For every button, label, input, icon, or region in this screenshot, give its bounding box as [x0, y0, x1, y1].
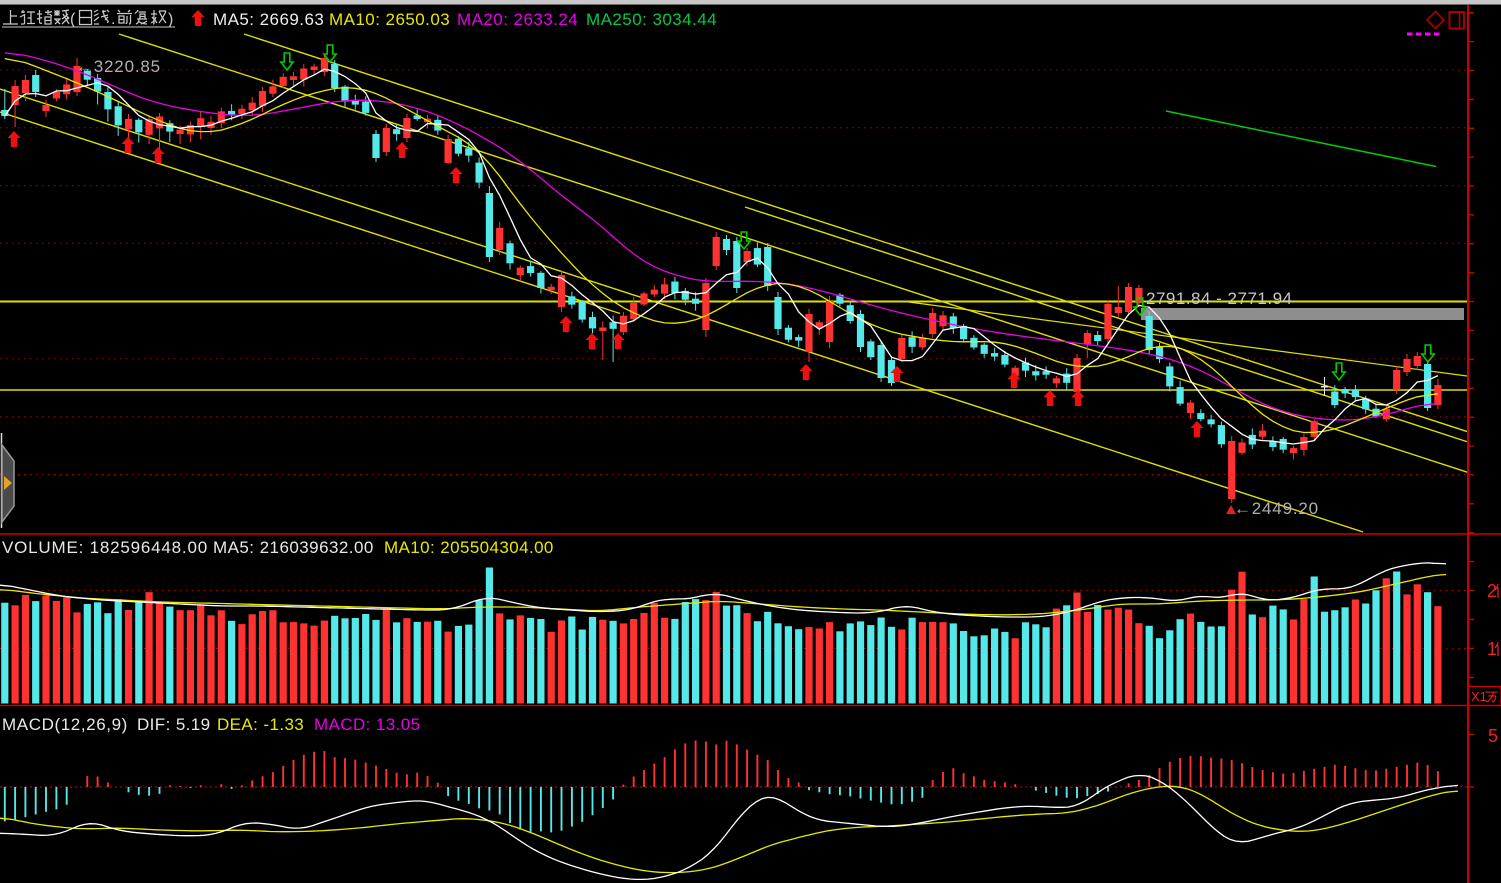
svg-text:2791.84 - 2771.94: 2791.84 - 2771.94	[1146, 289, 1293, 308]
svg-text:X1: X1	[1471, 689, 1487, 704]
svg-text:MACD(12,26,9): MACD(12,26,9)	[2, 715, 128, 734]
svg-text:DIF: 5.19: DIF: 5.19	[137, 715, 211, 734]
svg-text:(: (	[70, 11, 76, 28]
svg-text:): )	[168, 11, 173, 28]
svg-text:MA10: 2650.03: MA10: 2650.03	[329, 10, 450, 29]
svg-text:.: .	[111, 11, 115, 28]
svg-text:MA10: 205504304.00: MA10: 205504304.00	[384, 538, 554, 557]
svg-text:1: 1	[1487, 639, 1497, 659]
svg-text:MA5: 2669.63: MA5: 2669.63	[213, 10, 324, 29]
svg-text:←2449.20: ←2449.20	[1234, 499, 1319, 518]
svg-text:5: 5	[1488, 726, 1498, 746]
svg-text:MACD: 13.05: MACD: 13.05	[314, 715, 420, 734]
svg-text:MA250: 3034.44: MA250: 3034.44	[586, 10, 717, 29]
svg-text:2: 2	[1487, 581, 1497, 601]
svg-text:MA20: 2633.24: MA20: 2633.24	[457, 10, 578, 29]
svg-text:MA5: 216039632.00: MA5: 216039632.00	[213, 538, 374, 557]
svg-text:DEA: -1.33: DEA: -1.33	[217, 715, 304, 734]
svg-text:←3220.85: ←3220.85	[76, 57, 161, 76]
svg-text:VOLUME: 182596448.00: VOLUME: 182596448.00	[2, 538, 208, 557]
